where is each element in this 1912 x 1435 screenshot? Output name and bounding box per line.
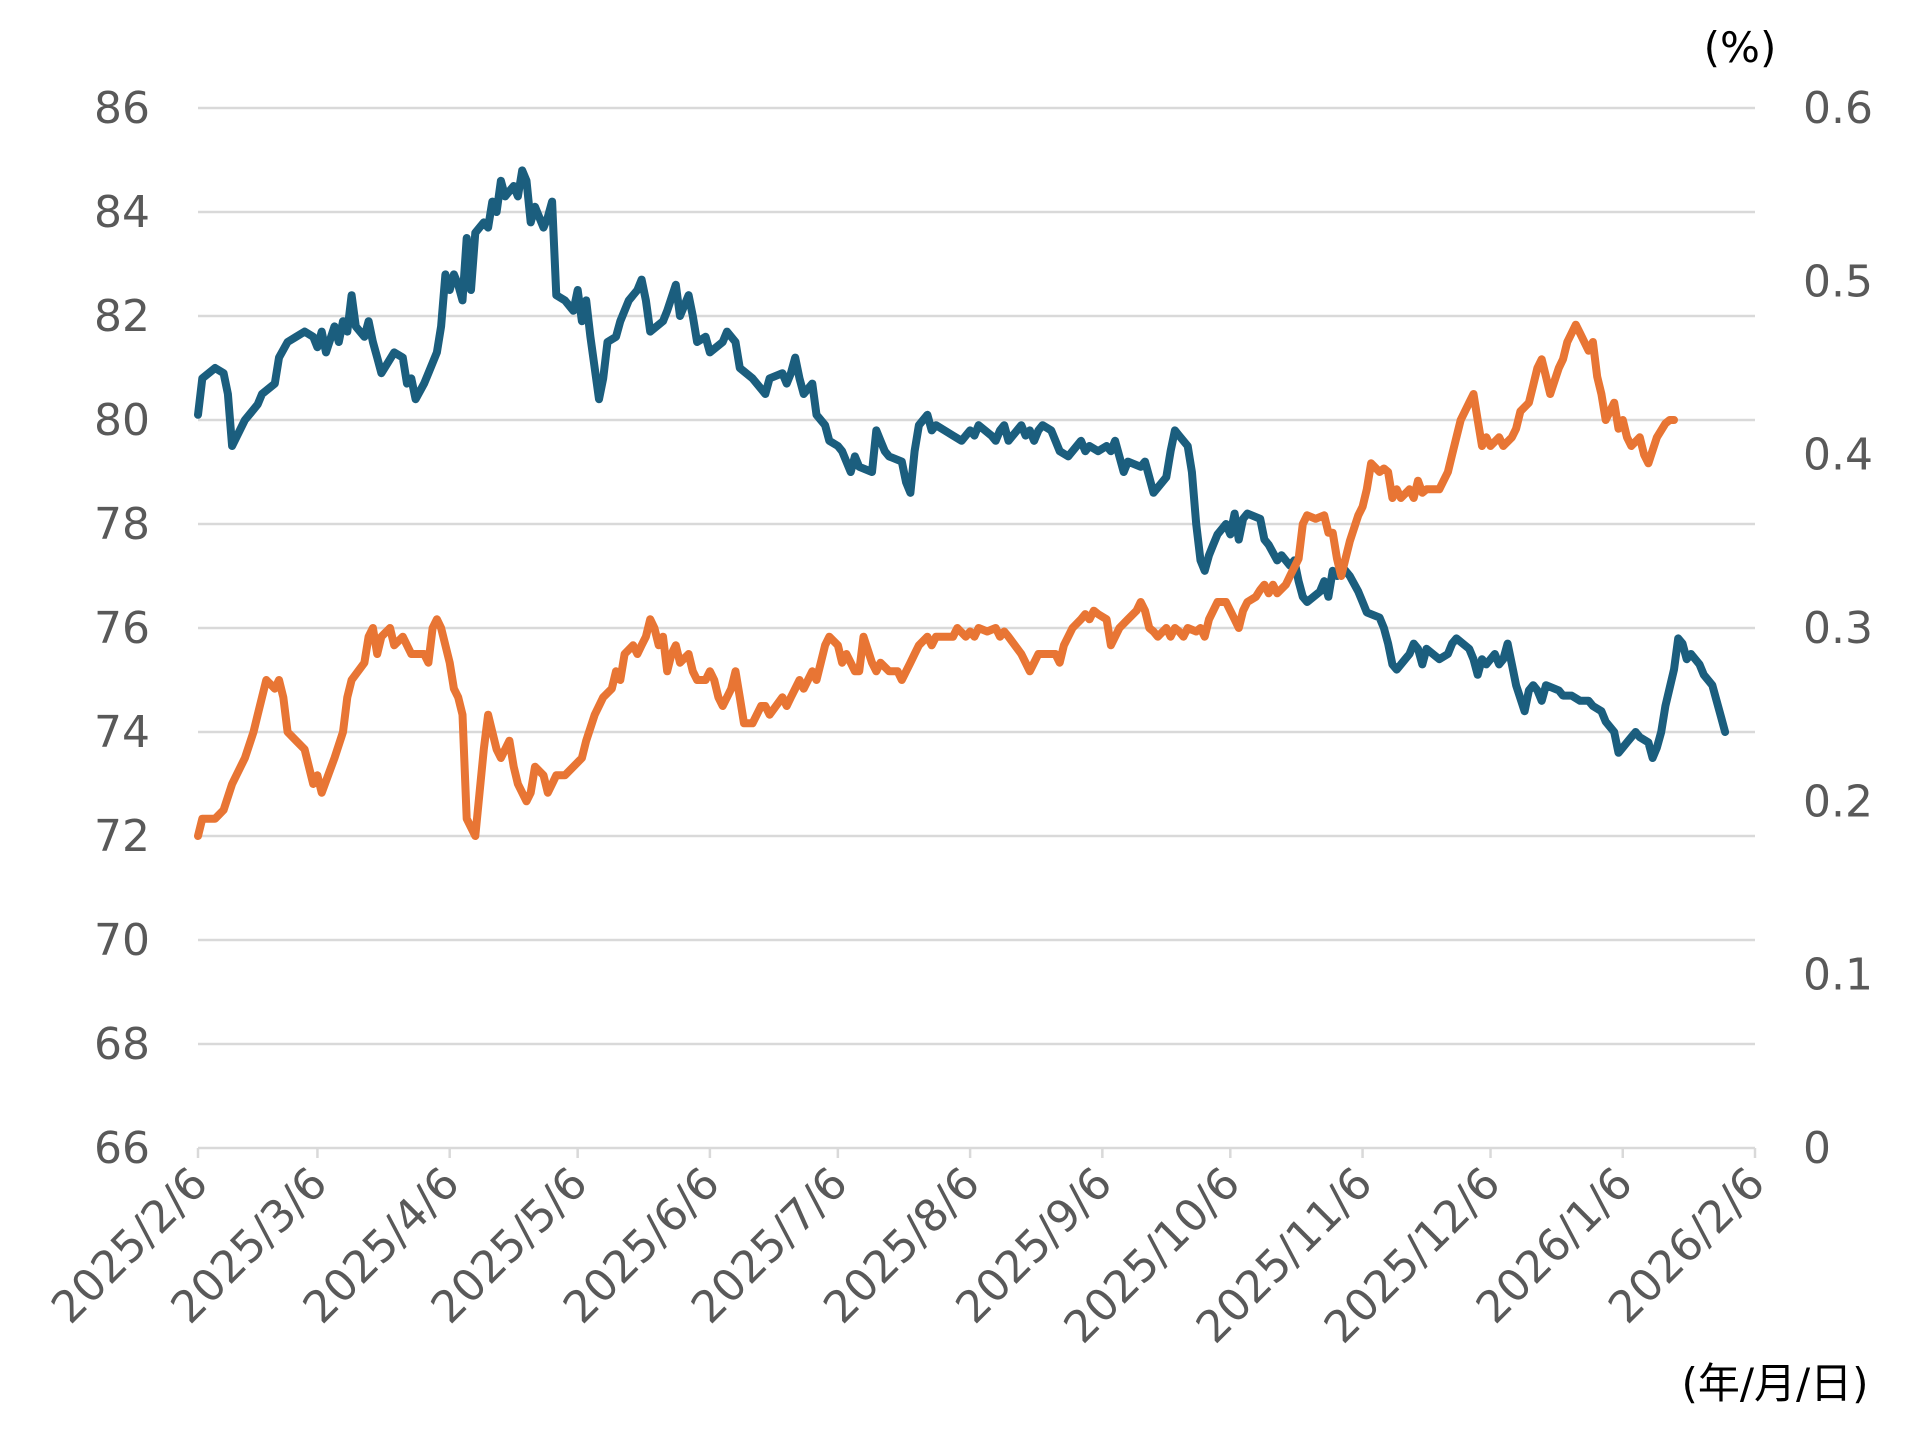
left-tick-label: 70: [94, 915, 150, 966]
x-axis: 2025/2/62025/3/62025/4/62025/5/62025/6/6…: [42, 1146, 1775, 1353]
right-axis: 0 0.1 0.2 0.3 0.4 0.5 0.6: [1803, 83, 1873, 1174]
left-tick-label: 78: [94, 499, 150, 550]
left-tick-label: 86: [94, 83, 150, 134]
left-tick-label: 68: [94, 1019, 150, 1070]
right-tick-label: 0.6: [1803, 83, 1873, 134]
series-line-1-left: [194, 166, 1730, 762]
gridlines: [198, 106, 1755, 1046]
series-group: [194, 166, 1730, 840]
right-axis-unit: (%): [1704, 23, 1777, 72]
left-tick-label: 76: [94, 603, 150, 654]
left-tick-label: 66: [94, 1123, 150, 1174]
left-axis: 66 68 70 72 74 76 78 80 82 84 86: [94, 83, 150, 1174]
right-tick-label: 0.1: [1803, 950, 1873, 1001]
left-tick-label: 72: [94, 811, 150, 862]
series-line-2-right: [194, 320, 1678, 840]
left-tick-label: 80: [94, 395, 150, 446]
right-tick-label: 0: [1803, 1123, 1831, 1174]
right-tick-label: 0.5: [1803, 256, 1873, 307]
left-tick-label: 74: [94, 707, 150, 758]
right-tick-label: 0.3: [1803, 603, 1873, 654]
right-tick-label: 0.2: [1803, 776, 1873, 827]
left-tick-label: 82: [94, 291, 150, 342]
left-tick-label: 84: [94, 187, 150, 238]
x-axis-unit: (年/月/日): [1681, 1359, 1868, 1408]
right-tick-label: 0.4: [1803, 430, 1873, 481]
